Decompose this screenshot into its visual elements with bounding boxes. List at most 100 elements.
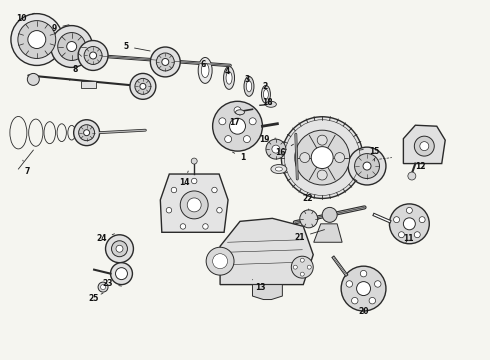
Circle shape xyxy=(100,285,105,289)
Text: 24: 24 xyxy=(97,234,115,243)
Ellipse shape xyxy=(201,63,209,77)
Circle shape xyxy=(234,107,241,114)
Text: 11: 11 xyxy=(403,234,414,243)
Circle shape xyxy=(363,162,371,170)
Text: 16: 16 xyxy=(275,144,294,157)
Ellipse shape xyxy=(271,165,287,174)
Text: 2: 2 xyxy=(262,82,268,91)
Text: 25: 25 xyxy=(88,293,103,303)
Text: 9: 9 xyxy=(52,24,69,33)
Circle shape xyxy=(311,147,333,168)
Text: 14: 14 xyxy=(179,171,190,187)
Circle shape xyxy=(171,187,177,193)
Circle shape xyxy=(360,270,367,277)
Circle shape xyxy=(419,217,425,223)
Text: 20: 20 xyxy=(358,307,369,316)
Circle shape xyxy=(346,281,353,287)
Ellipse shape xyxy=(223,67,235,89)
Circle shape xyxy=(78,41,108,71)
Text: 6: 6 xyxy=(200,60,205,69)
Text: 19: 19 xyxy=(259,135,276,144)
Ellipse shape xyxy=(244,76,254,96)
Polygon shape xyxy=(252,285,282,300)
Circle shape xyxy=(295,130,349,185)
Circle shape xyxy=(11,14,63,66)
Text: 1: 1 xyxy=(233,152,245,162)
Circle shape xyxy=(266,139,286,159)
Polygon shape xyxy=(314,224,342,242)
Text: 21: 21 xyxy=(294,230,324,242)
Circle shape xyxy=(105,235,133,263)
Circle shape xyxy=(78,125,95,141)
Circle shape xyxy=(213,254,227,269)
Circle shape xyxy=(317,170,327,180)
Ellipse shape xyxy=(236,110,245,115)
Circle shape xyxy=(130,73,156,99)
Ellipse shape xyxy=(264,89,269,99)
Circle shape xyxy=(414,232,420,238)
Circle shape xyxy=(116,268,127,280)
Circle shape xyxy=(84,130,90,136)
Text: 5: 5 xyxy=(124,42,150,51)
Circle shape xyxy=(351,297,358,304)
Circle shape xyxy=(212,187,217,193)
Text: 3: 3 xyxy=(245,75,250,84)
Circle shape xyxy=(180,191,208,219)
Circle shape xyxy=(56,35,70,49)
Circle shape xyxy=(90,52,97,59)
Text: 18: 18 xyxy=(262,98,273,107)
Circle shape xyxy=(322,207,337,222)
Circle shape xyxy=(307,265,311,269)
Circle shape xyxy=(348,147,386,185)
Text: 15: 15 xyxy=(369,147,380,161)
Text: 4: 4 xyxy=(225,67,230,76)
Circle shape xyxy=(244,136,250,143)
Circle shape xyxy=(84,46,102,64)
Circle shape xyxy=(213,101,263,151)
Circle shape xyxy=(294,265,297,269)
Circle shape xyxy=(116,245,123,252)
Ellipse shape xyxy=(266,101,276,107)
Circle shape xyxy=(374,281,381,287)
Circle shape xyxy=(398,232,404,238)
Polygon shape xyxy=(220,219,313,285)
Circle shape xyxy=(206,247,234,275)
Text: 17: 17 xyxy=(229,115,240,127)
Circle shape xyxy=(51,26,93,67)
Circle shape xyxy=(406,207,413,213)
Circle shape xyxy=(341,266,386,311)
Ellipse shape xyxy=(198,58,212,84)
Circle shape xyxy=(300,258,304,262)
Circle shape xyxy=(166,207,172,213)
Circle shape xyxy=(140,84,146,89)
Circle shape xyxy=(357,282,370,296)
Circle shape xyxy=(225,136,232,143)
Polygon shape xyxy=(403,125,445,163)
Ellipse shape xyxy=(275,167,282,171)
Circle shape xyxy=(203,224,208,229)
Circle shape xyxy=(135,78,151,94)
Circle shape xyxy=(300,210,318,228)
Text: 7: 7 xyxy=(23,160,29,176)
Circle shape xyxy=(27,73,39,85)
Circle shape xyxy=(415,136,434,156)
Circle shape xyxy=(300,153,310,163)
Circle shape xyxy=(162,58,169,66)
Circle shape xyxy=(187,198,201,212)
Text: 22: 22 xyxy=(302,194,313,210)
Circle shape xyxy=(393,217,399,223)
Circle shape xyxy=(180,224,186,229)
Text: 10: 10 xyxy=(17,13,34,23)
Circle shape xyxy=(156,53,174,71)
Circle shape xyxy=(192,178,197,184)
Circle shape xyxy=(272,145,280,153)
FancyBboxPatch shape xyxy=(81,81,96,88)
Circle shape xyxy=(191,158,197,164)
Circle shape xyxy=(369,297,375,304)
Ellipse shape xyxy=(226,72,232,84)
Circle shape xyxy=(420,141,429,150)
Circle shape xyxy=(408,172,416,180)
Circle shape xyxy=(281,117,363,198)
Circle shape xyxy=(111,263,132,285)
Circle shape xyxy=(292,256,313,278)
